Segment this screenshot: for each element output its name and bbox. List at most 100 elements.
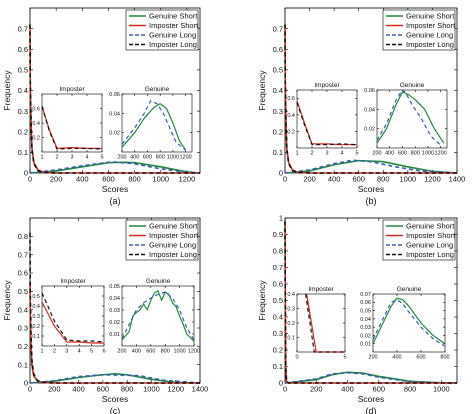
panel-label: (b) — [366, 196, 377, 206]
inset-frame — [376, 89, 448, 149]
inset-x-tick-label: 600 — [398, 151, 407, 157]
inset-y-tick-label: 0.4 — [32, 304, 40, 310]
inset-x-tick-label: 1000 — [167, 155, 179, 161]
main-y-tick-label: 0.6 — [18, 269, 28, 278]
inset-y-tick-label: 0.02 — [109, 320, 120, 326]
main-x-tick-label: 0 — [283, 175, 287, 184]
inset-y-tick-label: 0.04 — [109, 111, 120, 117]
inset-imposter: Imposter 1 2 3 4 5 0.2 0.4 0.6 — [287, 82, 358, 157]
main-x-tick-label: 1400 — [449, 175, 466, 184]
main-x-tick-label: 0 — [28, 175, 32, 184]
main-x-tick-label: 800 — [121, 385, 134, 394]
main-x-tick-label: 200 — [310, 385, 323, 394]
inset-y-tick-label: 0.04 — [364, 107, 375, 113]
y-axis-label: Frequency — [2, 280, 12, 321]
inset-y-tick-label: 0.06 — [364, 88, 375, 94]
main-y-tick-label: 0.4 — [18, 305, 28, 314]
series-line-imposter-long — [284, 221, 457, 384]
y-axis-label: Frequency — [2, 70, 12, 111]
inset-y-tick-label: 0.01 — [109, 332, 120, 338]
main-x-tick-label: 1200 — [424, 175, 441, 184]
inset-x-tick-label: 4 — [78, 349, 81, 355]
legend-entry: Imposter Long — [406, 250, 454, 259]
main-y-tick-label: 0.1 — [273, 148, 283, 157]
panel-label: (a) — [110, 196, 121, 206]
inset-x-tick-label: 1000 — [422, 151, 434, 157]
inset-x-tick-label: 800 — [161, 349, 170, 355]
inset-x-tick-label: 1000 — [173, 349, 185, 355]
inset-x-tick-label: 200 — [117, 349, 126, 355]
legend-entry: Imposter Long — [149, 250, 197, 259]
legend-entry: Genuine Long — [149, 241, 196, 250]
main-x-tick-label: 600 — [352, 175, 365, 184]
main-y-tick-label: 0 — [279, 379, 283, 388]
main-y-tick-label: 1 — [279, 214, 283, 223]
inset-series-line-genuine-short — [372, 297, 446, 345]
inset-y-tick-label: 0.05 — [109, 284, 120, 290]
inset-x-tick-label: 400 — [132, 349, 141, 355]
inset-y-tick-label: 0.03 — [109, 308, 120, 314]
main-x-tick-label: 200 — [48, 385, 61, 394]
main-x-tick-label: 800 — [404, 385, 417, 394]
legend-entry: Imposter Short — [406, 231, 456, 240]
main-y-tick-label: 0.8 — [273, 247, 283, 256]
main-y-tick-label: 0.7 — [18, 250, 28, 259]
main-y-tick-label: 0.8 — [18, 232, 28, 241]
y-axis-label: Frequency — [257, 280, 267, 321]
legend-entry: Imposter Short — [149, 231, 199, 240]
main-x-tick-label: 200 — [50, 175, 63, 184]
inset-series-line-imposter-short — [41, 301, 104, 344]
inset-x-tick-label: 1200 — [188, 349, 200, 355]
main-y-tick-label: 0.4 — [273, 313, 283, 322]
main-x-tick-label: 800 — [377, 175, 390, 184]
inset-title: Genuine — [145, 86, 170, 93]
inset-imposter: Imposter 0 5 0.1 0.2 0.3 0.4 — [287, 286, 346, 361]
inset-y-tick-label: 0.06 — [360, 300, 371, 306]
series-line-imposter-long — [29, 24, 200, 174]
inset-frame — [296, 89, 358, 149]
inset-x-tick-label: 4 — [340, 151, 343, 157]
inset-frame — [41, 285, 105, 347]
inset-x-tick-label: 800 — [156, 155, 165, 161]
main-y-tick-label: 0.6 — [273, 280, 283, 289]
inset-x-tick-label: 5 — [355, 151, 358, 157]
inset-series-line-genuine-long — [121, 100, 187, 151]
inset-y-tick-label: 0.6 — [287, 96, 295, 102]
legend-box — [382, 219, 456, 261]
inset-series-line-genuine-long — [121, 291, 195, 341]
inset-y-tick-label: 0.04 — [360, 317, 371, 323]
inset-y-tick-label: 0.5 — [32, 294, 40, 300]
inset-x-tick-label: 5 — [90, 349, 93, 355]
inset-x-tick-label: 800 — [440, 355, 449, 361]
inset-series-line-imposter-short — [296, 100, 357, 146]
inset-x-tick-label: 3 — [65, 349, 68, 355]
inset-x-tick-label: 2 — [55, 155, 58, 161]
inset-x-tick-label: 1 — [40, 155, 43, 161]
series-line-genuine-long — [284, 159, 458, 174]
inset-x-tick-label: 600 — [416, 355, 425, 361]
inset-x-tick-label: 1200 — [435, 151, 447, 157]
main-y-tick-label: 0.1 — [18, 148, 28, 157]
inset-x-tick-label: 6 — [102, 349, 105, 355]
inset-y-tick-label: 0.02 — [364, 127, 375, 133]
main-x-tick-label: 400 — [341, 385, 354, 394]
inset-y-tick-label: 0.4 — [32, 121, 40, 127]
panel-label: (c) — [110, 406, 121, 414]
main-x-tick-label: 0 — [283, 385, 287, 394]
inset-series-line-imposter-long — [41, 106, 103, 150]
main-x-tick-label: 600 — [102, 175, 115, 184]
main-x-tick-label: 1200 — [179, 175, 196, 184]
inset-y-tick-label: 0.2 — [32, 324, 40, 330]
main-x-tick-label: 1000 — [400, 175, 417, 184]
inset-genuine: Genuine 200 400 600 800 0.01 0.02 0.03 0.04 0.05 0… — [360, 286, 449, 361]
main-y-tick-label: 0.7 — [18, 24, 28, 33]
inset-x-tick-label: 4 — [85, 155, 88, 161]
inset-title: Genuine — [400, 82, 425, 89]
main-y-tick-label: 0.2 — [273, 346, 283, 355]
inset-y-tick-label: 0.07 — [360, 292, 371, 298]
main-y-tick-label: 0.6 — [273, 45, 283, 54]
series-line-imposter-long — [29, 232, 200, 384]
series-line-genuine-short — [29, 373, 201, 384]
